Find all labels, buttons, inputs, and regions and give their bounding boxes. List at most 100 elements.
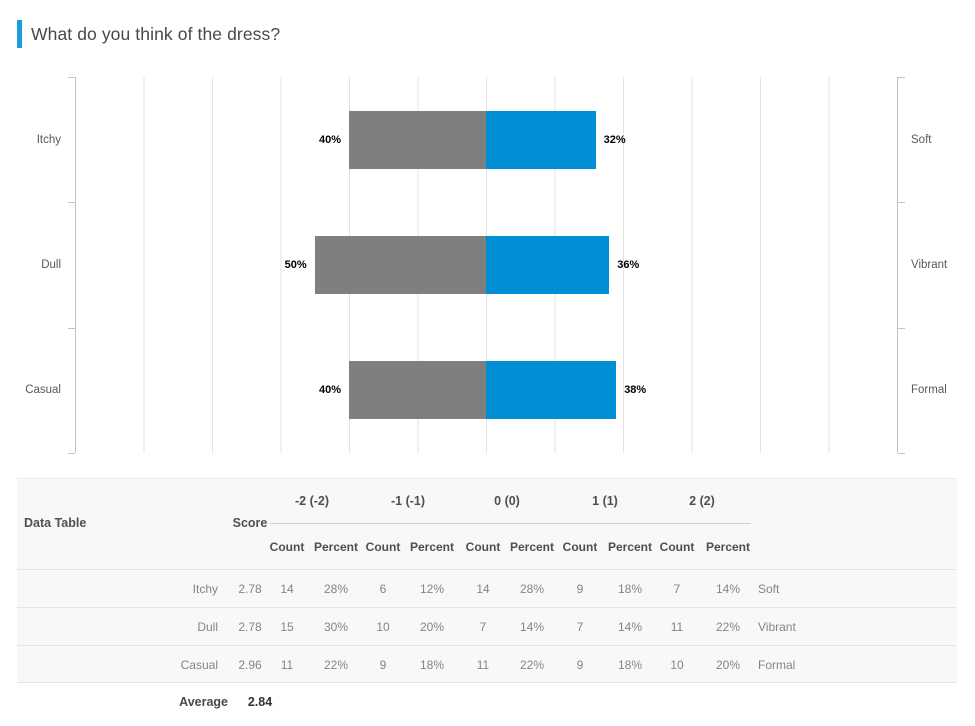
count-value: 7 — [673, 581, 681, 596]
count-value: 11 — [670, 619, 684, 634]
row-side-label: Formal — [758, 657, 796, 672]
header-divider-line — [270, 523, 751, 524]
category-label-right: Soft — [911, 134, 932, 146]
count-value: 11 — [280, 657, 294, 672]
percent-value: 18% — [617, 581, 643, 596]
data-table-title: Data Table — [24, 516, 87, 530]
count-header: Count — [269, 540, 305, 554]
row-label: Casual — [180, 657, 218, 672]
percent-value: 22% — [519, 657, 545, 672]
table-row: Itchy 2.78 14 28% 6 12% 14 28% 9 18% 7 1… — [17, 569, 957, 607]
data-table-header: Data Table Score -2 (-2) -1 (-1) 0 (0) 1… — [17, 479, 957, 569]
percent-header: Percent — [607, 540, 653, 554]
percent-header: Percent — [409, 540, 455, 554]
count-value: 6 — [379, 581, 387, 596]
count-value: 10 — [670, 657, 684, 672]
percent-value: 20% — [419, 619, 445, 634]
count-header: Count — [365, 540, 401, 554]
score-column-header: Score — [232, 516, 268, 530]
chart-plot-area: 40% 32% 50% 36% 40% 38% — [75, 77, 897, 453]
bar-negative: 40% — [319, 361, 486, 420]
table-row: Dull 2.78 15 30% 10 20% 7 14% 7 14% 11 2… — [17, 607, 957, 645]
row-side-label: Vibrant — [758, 619, 796, 634]
bar-value-label: 38% — [624, 384, 647, 397]
percent-header: Percent — [705, 540, 751, 554]
title-accent-bar — [17, 20, 22, 48]
chart-row-casual-formal: 40% 38% — [75, 328, 897, 453]
axis-tick — [898, 202, 905, 203]
page-title: What do you think of the dress? — [31, 24, 281, 44]
category-label-left: Itchy — [36, 134, 61, 146]
axis-tick — [68, 202, 75, 203]
bar-value-label: 32% — [603, 133, 626, 146]
group-header: 1 (1) — [592, 494, 618, 508]
bar-positive: 36% — [486, 235, 639, 294]
average-label: Average — [179, 695, 228, 709]
count-value: 10 — [376, 619, 390, 634]
score-value: 2.96 — [238, 657, 262, 672]
bar-value-label: 36% — [617, 258, 640, 271]
bar-negative: 40% — [319, 110, 486, 169]
percent-value: 28% — [519, 581, 545, 596]
group-header: -2 (-2) — [294, 494, 330, 508]
axis-tick — [898, 453, 905, 454]
group-header: 2 (2) — [689, 494, 715, 508]
axis-tick — [68, 328, 75, 329]
count-value: 11 — [476, 657, 490, 672]
axis-tick — [898, 77, 905, 78]
bar-value-label: 50% — [284, 258, 307, 271]
percent-value: 22% — [323, 657, 349, 672]
percent-value: 18% — [419, 657, 445, 672]
row-label: Itchy — [192, 581, 218, 596]
count-value: 7 — [479, 619, 487, 634]
category-label-right: Vibrant — [911, 259, 948, 271]
group-header: 0 (0) — [494, 494, 520, 508]
percent-value: 28% — [323, 581, 349, 596]
category-label-right: Formal — [911, 384, 947, 396]
bar-value-label: 40% — [318, 384, 341, 397]
right-category-axis — [897, 77, 898, 453]
percent-value: 30% — [323, 619, 349, 634]
bar-value-label: 40% — [318, 133, 341, 146]
percent-value: 22% — [715, 619, 741, 634]
axis-tick — [898, 328, 905, 329]
count-value: 7 — [576, 619, 584, 634]
count-header: Count — [562, 540, 598, 554]
percent-header: Percent — [509, 540, 555, 554]
category-label-left: Casual — [25, 384, 61, 396]
count-value: 9 — [379, 657, 387, 672]
left-category-axis — [75, 77, 76, 453]
count-value: 9 — [576, 657, 584, 672]
data-table: Data Table Score -2 (-2) -1 (-1) 0 (0) 1… — [17, 478, 957, 683]
percent-value: 20% — [715, 657, 741, 672]
score-value: 2.78 — [238, 581, 262, 596]
row-label: Dull — [197, 619, 218, 634]
count-value: 14 — [476, 581, 490, 596]
chart-row-dull-vibrant: 50% 36% — [75, 202, 897, 327]
count-value: 14 — [280, 581, 294, 596]
percent-value: 14% — [519, 619, 545, 634]
percent-value: 14% — [715, 581, 741, 596]
percent-value: 12% — [419, 581, 445, 596]
question-header: What do you think of the dress? — [0, 0, 975, 60]
count-header: Count — [659, 540, 695, 554]
axis-tick — [68, 453, 75, 454]
percent-value: 18% — [617, 657, 643, 672]
category-label-left: Dull — [41, 259, 61, 271]
row-side-label: Soft — [758, 581, 780, 596]
count-header: Count — [465, 540, 501, 554]
group-header: -1 (-1) — [390, 494, 426, 508]
bar-negative: 50% — [285, 235, 486, 294]
average-row: Average 2.84 — [17, 689, 957, 715]
percent-header: Percent — [313, 540, 359, 554]
chart-row-itchy-soft: 40% 32% — [75, 77, 897, 202]
table-row: Casual 2.96 11 22% 9 18% 11 22% 9 18% 10… — [17, 645, 957, 683]
bar-positive: 38% — [486, 361, 646, 420]
score-value: 2.78 — [238, 619, 262, 634]
bar-positive: 32% — [486, 110, 626, 169]
average-value: 2.84 — [247, 695, 273, 709]
count-value: 15 — [280, 619, 294, 634]
diverging-bar-chart: 40% 32% 50% 36% 40% 38% — [0, 75, 975, 465]
count-value: 9 — [576, 581, 584, 596]
axis-tick — [68, 77, 75, 78]
